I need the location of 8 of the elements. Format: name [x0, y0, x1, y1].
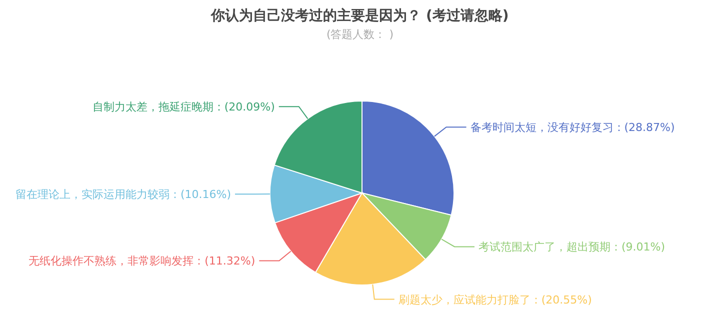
slice-label: 刷题太少，应试能力打脸了：(20.55%) [398, 293, 592, 306]
slice-label: 留在理论上，实际运用能力较弱：(10.16%) [15, 188, 232, 202]
slice-label: 备考时间太短，没有好好复习：(28.87%) [470, 121, 675, 134]
slice-label: 无纸化操作不熟练，非常影响发挥：(11.32%) [28, 254, 256, 268]
slice-label: 考试范围太广了，超出预期：(9.01%) [478, 240, 666, 254]
chart-subtitle: (答题人数： ) [326, 28, 394, 41]
slice-label: 自制力太差，拖延症晚期：(20.09%) [92, 100, 275, 114]
chart-title: 你认为自己没考过的主要是因为？ (考过请忽略) [210, 7, 509, 24]
